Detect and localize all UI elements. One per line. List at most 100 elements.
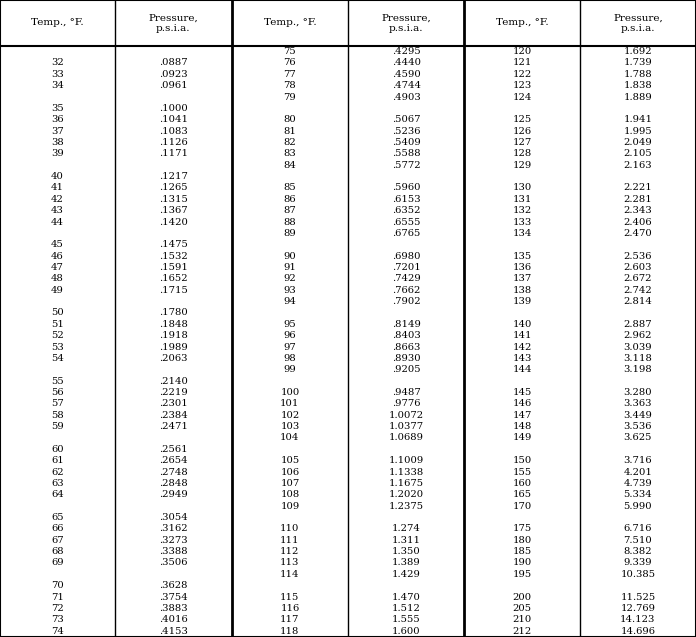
Text: 4.739: 4.739 — [624, 479, 652, 488]
Text: 3.449: 3.449 — [624, 411, 652, 420]
Text: .4153: .4153 — [159, 627, 188, 636]
Text: .1591: .1591 — [159, 263, 188, 272]
Text: 1.274: 1.274 — [392, 524, 420, 533]
Text: 69: 69 — [51, 559, 64, 568]
Text: 121: 121 — [512, 59, 532, 68]
Text: 148: 148 — [512, 422, 532, 431]
Text: 108: 108 — [280, 490, 299, 499]
Text: 175: 175 — [512, 524, 532, 533]
Text: 1.350: 1.350 — [392, 547, 420, 556]
Text: 42: 42 — [51, 195, 64, 204]
Text: 85: 85 — [283, 183, 296, 192]
Text: 91: 91 — [283, 263, 296, 272]
Text: 113: 113 — [280, 559, 299, 568]
Text: 117: 117 — [280, 615, 299, 624]
Text: 46: 46 — [51, 252, 64, 261]
Text: .8930: .8930 — [392, 354, 420, 363]
Text: 39: 39 — [51, 149, 64, 159]
Text: .8663: .8663 — [392, 343, 420, 352]
Text: 43: 43 — [51, 206, 64, 215]
Text: .5960: .5960 — [392, 183, 420, 192]
Text: .3273: .3273 — [159, 536, 188, 545]
Text: 212: 212 — [512, 627, 532, 636]
Text: 86: 86 — [283, 195, 296, 204]
Text: 103: 103 — [280, 422, 299, 431]
Text: .5409: .5409 — [392, 138, 420, 147]
Text: .3388: .3388 — [159, 547, 188, 556]
Text: 2.049: 2.049 — [624, 138, 652, 147]
Text: 122: 122 — [512, 70, 532, 79]
Text: 45: 45 — [51, 240, 64, 249]
Text: 53: 53 — [51, 343, 64, 352]
Text: 61: 61 — [51, 456, 64, 465]
Text: Pressure,
p.s.i.a.: Pressure, p.s.i.a. — [613, 13, 663, 32]
Text: 55: 55 — [51, 376, 64, 385]
Text: 54: 54 — [51, 354, 64, 363]
Text: 12.769: 12.769 — [620, 604, 656, 613]
Text: Temp., °F.: Temp., °F. — [496, 18, 548, 27]
Text: .6352: .6352 — [392, 206, 420, 215]
Text: 3.198: 3.198 — [624, 365, 652, 375]
Text: 66: 66 — [52, 524, 63, 533]
Text: 1.838: 1.838 — [624, 81, 652, 90]
Text: 96: 96 — [283, 331, 296, 340]
Text: .1780: .1780 — [159, 308, 188, 317]
Text: .5772: .5772 — [392, 161, 420, 169]
Text: Temp., °F.: Temp., °F. — [264, 18, 316, 27]
Text: 150: 150 — [512, 456, 532, 465]
Text: 101: 101 — [280, 399, 299, 408]
Text: .0887: .0887 — [159, 59, 188, 68]
Text: 2.221: 2.221 — [624, 183, 652, 192]
Text: .4903: .4903 — [392, 92, 420, 101]
Text: .0923: .0923 — [159, 70, 188, 79]
Text: 112: 112 — [280, 547, 299, 556]
Text: 3.716: 3.716 — [624, 456, 652, 465]
Text: 128: 128 — [512, 149, 532, 159]
Text: 2.105: 2.105 — [624, 149, 652, 159]
Text: 155: 155 — [512, 468, 532, 476]
Text: .3628: .3628 — [159, 581, 187, 590]
Text: 79: 79 — [283, 92, 296, 101]
Text: 137: 137 — [512, 275, 532, 283]
Text: .2384: .2384 — [159, 411, 188, 420]
Text: 104: 104 — [280, 433, 299, 443]
Text: 125: 125 — [512, 115, 532, 124]
Text: 146: 146 — [512, 399, 532, 408]
Text: 195: 195 — [512, 570, 532, 579]
Text: 142: 142 — [512, 343, 532, 352]
Text: 107: 107 — [280, 479, 299, 488]
Text: 58: 58 — [51, 411, 64, 420]
Text: 160: 160 — [512, 479, 532, 488]
Text: 1.429: 1.429 — [392, 570, 420, 579]
Text: 59: 59 — [51, 422, 64, 431]
Text: 149: 149 — [512, 433, 532, 443]
Text: 57: 57 — [51, 399, 64, 408]
Text: 1.600: 1.600 — [392, 627, 420, 636]
Text: .2140: .2140 — [159, 376, 188, 385]
Text: .4590: .4590 — [392, 70, 420, 79]
Text: 1.1675: 1.1675 — [388, 479, 424, 488]
Text: 3.039: 3.039 — [624, 343, 652, 352]
Text: .1652: .1652 — [159, 275, 188, 283]
Text: 116: 116 — [280, 604, 299, 613]
Text: .9776: .9776 — [392, 399, 420, 408]
Text: .6980: .6980 — [392, 252, 420, 261]
Text: .7429: .7429 — [392, 275, 420, 283]
Text: 120: 120 — [512, 47, 532, 56]
Text: .6555: .6555 — [392, 217, 420, 227]
Text: 2.406: 2.406 — [624, 217, 652, 227]
Text: 1.311: 1.311 — [392, 536, 420, 545]
Text: .1083: .1083 — [159, 127, 188, 136]
Text: .3883: .3883 — [159, 604, 188, 613]
Text: .2654: .2654 — [159, 456, 188, 465]
Text: 74: 74 — [51, 627, 64, 636]
Text: 200: 200 — [512, 592, 532, 601]
Text: 3.118: 3.118 — [624, 354, 652, 363]
Text: .3162: .3162 — [159, 524, 188, 533]
Text: 124: 124 — [512, 92, 532, 101]
Text: .1848: .1848 — [159, 320, 188, 329]
Text: 185: 185 — [512, 547, 532, 556]
Text: 73: 73 — [51, 615, 64, 624]
Text: 105: 105 — [280, 456, 299, 465]
Text: 80: 80 — [283, 115, 296, 124]
